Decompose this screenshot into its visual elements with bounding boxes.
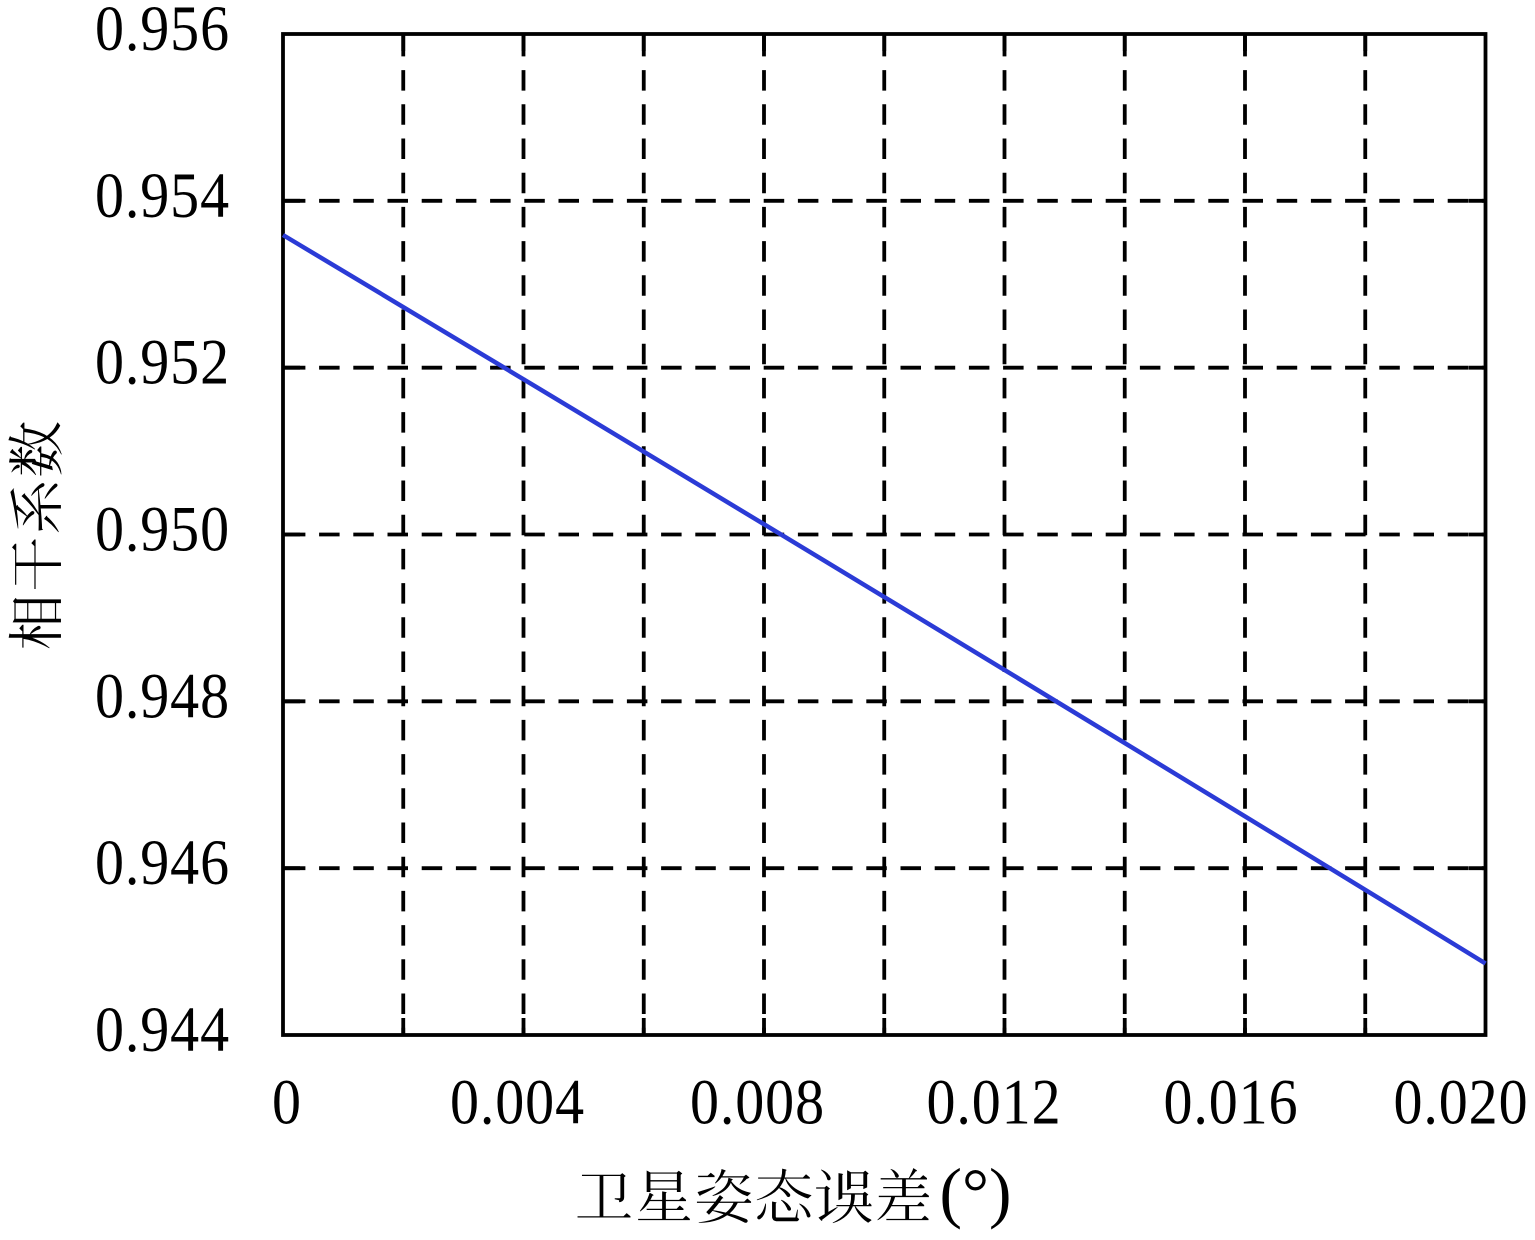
- svg-text:0.008: 0.008: [690, 1067, 825, 1139]
- svg-text:0.016: 0.016: [1164, 1067, 1299, 1139]
- svg-text:0.952: 0.952: [95, 327, 230, 399]
- svg-text:0: 0: [272, 1067, 302, 1139]
- svg-text:0.944: 0.944: [95, 994, 230, 1066]
- svg-text:0.946: 0.946: [95, 827, 230, 899]
- svg-text:(°): (°): [940, 1155, 1012, 1230]
- svg-text:0.004: 0.004: [450, 1067, 585, 1139]
- svg-text:0.950: 0.950: [95, 494, 230, 566]
- svg-text:0.956: 0.956: [95, 0, 230, 65]
- svg-text:0.012: 0.012: [927, 1067, 1062, 1139]
- svg-text:0.948: 0.948: [95, 660, 230, 732]
- svg-text:0.020: 0.020: [1394, 1067, 1529, 1139]
- svg-text:0.954: 0.954: [95, 160, 230, 232]
